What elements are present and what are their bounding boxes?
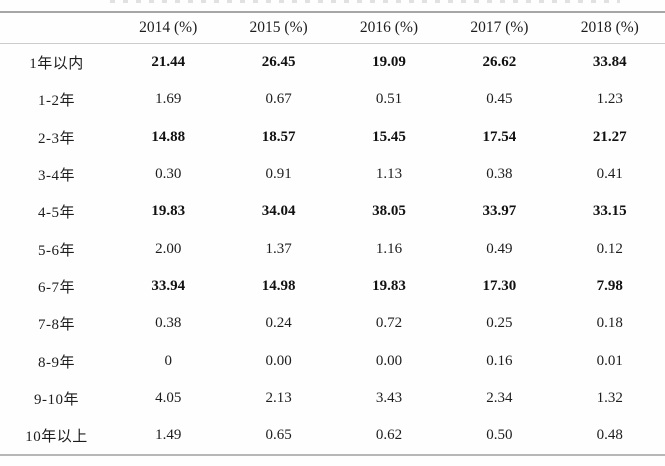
value-cell: 0.51 bbox=[375, 91, 403, 108]
value-cell: 0.50 bbox=[486, 427, 513, 444]
value-cell: 14.98 bbox=[261, 277, 296, 294]
value-cell: 0.00 bbox=[265, 352, 292, 369]
value-cell: 1.23 bbox=[596, 91, 623, 108]
table-row: 3-4年 0.30 0.91 1.13 0.38 0.41 bbox=[0, 156, 665, 193]
header-cell-year: 2016 (%) bbox=[359, 19, 419, 36]
data-table: 2014 (%) 2015 (%) 2016 (%) 2017 (%) 2018 (%)… bbox=[0, 11, 665, 457]
row-label: 6-7年 bbox=[38, 279, 75, 296]
value-cell: 1.16 bbox=[375, 240, 403, 257]
value-cell: 1.49 bbox=[155, 427, 182, 444]
row-label: 8-9年 bbox=[38, 354, 75, 371]
cropped-title-fragment bbox=[110, 0, 620, 3]
value-cell: 33.84 bbox=[592, 54, 627, 71]
header-cell-year: 2018 (%) bbox=[580, 19, 639, 36]
value-cell: 0.38 bbox=[486, 166, 513, 183]
value-cell: 2.13 bbox=[265, 389, 292, 406]
table-row: 1年以内 21.44 26.45 19.09 26.62 33.84 bbox=[0, 44, 665, 81]
value-cell: 0.18 bbox=[596, 315, 623, 332]
row-label: 7-8年 bbox=[38, 317, 75, 334]
value-cell: 18.57 bbox=[261, 128, 296, 145]
row-label: 3-4年 bbox=[38, 168, 75, 185]
value-cell: 2.00 bbox=[155, 240, 182, 257]
table-row: 7-8年 0.38 0.24 0.72 0.25 0.18 bbox=[0, 305, 665, 342]
value-cell: 0.25 bbox=[486, 315, 513, 332]
value-cell: 0.01 bbox=[596, 352, 623, 369]
header-cell-year: 2015 (%) bbox=[249, 19, 308, 36]
row-label: 9-10年 bbox=[34, 391, 79, 408]
value-cell: 33.97 bbox=[482, 203, 517, 220]
value-cell: 21.44 bbox=[151, 54, 186, 71]
value-cell: 3.43 bbox=[375, 389, 403, 406]
value-cell: 26.45 bbox=[261, 54, 296, 71]
table-row: 6-7年 33.94 14.98 19.83 17.30 7.98 bbox=[0, 268, 665, 305]
table-header-row: 2014 (%) 2015 (%) 2016 (%) 2017 (%) 2018 (%) bbox=[0, 13, 665, 44]
value-cell: 4.05 bbox=[155, 389, 182, 406]
value-cell: 0 bbox=[164, 352, 172, 369]
value-cell: 0.24 bbox=[265, 315, 292, 332]
value-cell: 17.54 bbox=[482, 128, 517, 145]
row-label: 10年以上 bbox=[25, 429, 88, 446]
value-cell: 38.05 bbox=[372, 203, 406, 220]
value-cell: 0.38 bbox=[155, 315, 182, 332]
table-body: 1年以内 21.44 26.45 19.09 26.62 33.84 1-2年 1.69 0.6… bbox=[0, 44, 665, 454]
value-cell: 19.83 bbox=[151, 203, 186, 220]
value-cell: 1.13 bbox=[375, 166, 403, 183]
table-row: 5-6年 2.00 1.37 1.16 0.49 0.12 bbox=[0, 230, 665, 267]
value-cell: 0.41 bbox=[596, 166, 623, 183]
value-cell: 17.30 bbox=[482, 277, 517, 294]
table-row: 2-3年 14.88 18.57 15.45 17.54 21.27 bbox=[0, 119, 665, 156]
row-label: 1-2年 bbox=[38, 93, 75, 110]
header-cell-year: 2014 (%) bbox=[139, 19, 198, 36]
value-cell: 26.62 bbox=[482, 54, 517, 71]
value-cell: 33.15 bbox=[592, 203, 627, 220]
value-cell: 21.27 bbox=[592, 128, 627, 145]
header-cell-year: 2017 (%) bbox=[470, 19, 529, 36]
value-cell: 15.45 bbox=[372, 128, 406, 145]
value-cell: 0.62 bbox=[375, 427, 403, 444]
table-row: 8-9年 0 0.00 0.00 0.16 0.01 bbox=[0, 342, 665, 379]
table-row: 10年以上 1.49 0.65 0.62 0.50 0.48 bbox=[0, 417, 665, 454]
row-label: 4-5年 bbox=[38, 205, 75, 222]
value-cell: 33.94 bbox=[151, 277, 186, 294]
value-cell: 2.34 bbox=[486, 389, 513, 406]
row-label: 1年以内 bbox=[29, 56, 84, 73]
value-cell: 7.98 bbox=[596, 277, 623, 294]
value-cell: 0.16 bbox=[486, 352, 513, 369]
value-cell: 19.83 bbox=[372, 277, 406, 294]
value-cell: 34.04 bbox=[261, 203, 296, 220]
value-cell: 0.30 bbox=[155, 166, 182, 183]
value-cell: 0.45 bbox=[486, 91, 513, 108]
value-cell: 0.48 bbox=[596, 427, 623, 444]
table-row: 9-10年 4.05 2.13 3.43 2.34 1.32 bbox=[0, 380, 665, 417]
value-cell: 1.69 bbox=[155, 91, 182, 108]
value-cell: 1.37 bbox=[265, 240, 292, 257]
value-cell: 0.65 bbox=[265, 427, 292, 444]
value-cell: 0.67 bbox=[265, 91, 292, 108]
value-cell: 1.32 bbox=[596, 389, 623, 406]
value-cell: 14.88 bbox=[151, 128, 186, 145]
value-cell: 0.12 bbox=[596, 240, 623, 257]
value-cell: 19.09 bbox=[372, 54, 406, 71]
row-label: 5-6年 bbox=[38, 242, 75, 259]
table-row: 1-2年 1.69 0.67 0.51 0.45 1.23 bbox=[0, 81, 665, 118]
value-cell: 0.49 bbox=[486, 240, 513, 257]
value-cell: 0.72 bbox=[375, 315, 403, 332]
table-row: 4-5年 19.83 34.04 38.05 33.97 33.15 bbox=[0, 193, 665, 230]
row-label: 2-3年 bbox=[38, 130, 75, 147]
value-cell: 0.91 bbox=[265, 166, 292, 183]
value-cell: 0.00 bbox=[375, 352, 403, 369]
